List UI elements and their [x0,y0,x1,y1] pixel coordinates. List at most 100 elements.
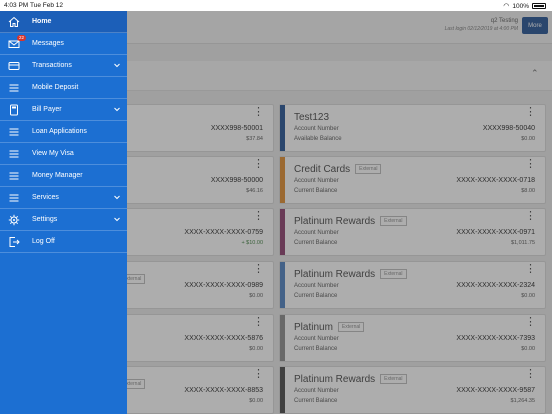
home-icon [8,16,20,27]
menu-item-label: Log Off [32,238,55,245]
account-number: XXXX-XXXX-XXXX-0718 [456,177,535,184]
menu-item-label: Services [32,194,59,201]
status-bar: 4:03 PM Tue Feb 12 ◠ 100% [0,0,552,11]
account-color-stripe [280,105,285,151]
navigation-drawer: Home 22 Messages Transactions Mobile Dep… [0,11,127,414]
account-name: Platinum Rewards External [294,216,407,227]
chevron-down-icon [114,195,120,200]
battery-percent: 100% [512,2,529,10]
menu-item-money-manager[interactable]: Money Manager [0,165,127,187]
account-name-text: Platinum [294,322,333,333]
more-options-icon[interactable]: ⋮ [525,263,536,275]
account-balance: $0.00 [521,293,535,299]
more-options-icon[interactable]: ⋮ [253,368,264,380]
account-color-stripe [280,367,285,413]
more-options-icon[interactable]: ⋮ [253,316,264,328]
account-name-text: Credit Cards [294,164,351,175]
account-name-text: Platinum Rewards [294,216,376,227]
credit-card-icon [8,62,20,70]
menu-item-mobile-deposit[interactable]: Mobile Deposit [0,77,127,99]
balance-label: Current Balance [294,293,338,299]
account-number: XXXX998-50040 [482,125,535,132]
list-icon [9,84,19,92]
more-options-icon[interactable]: ⋮ [525,158,536,170]
unread-count-badge: 22 [17,35,27,41]
more-options-icon[interactable]: ⋮ [525,210,536,222]
menu-item-label: View My Visa [32,150,74,157]
status-right: ◠ 100% [503,2,546,10]
account-number: XXXX-XXXX-XXXX-0989 [184,282,263,289]
balance-label: Current Balance [294,398,338,404]
account-number: XXXX-XXXX-XXXX-9587 [456,387,535,394]
account-card[interactable]: Credit Cards External Account Number Curr… [279,156,546,204]
account-number-label: Account Number [294,283,339,289]
account-number-label: Account Number [294,126,339,132]
menu-item-loan-applications[interactable]: Loan Applications [0,121,127,143]
account-number: XXXX-XXXX-XXXX-0971 [456,229,535,236]
menu-item-label: Loan Applications [32,128,87,135]
account-balance: $46.16 [246,188,263,194]
wifi-icon: ◠ [503,3,510,10]
account-name: Test123 [294,112,330,123]
logout-icon [9,237,20,247]
account-number: XXXX-XXXX-XXXX-7393 [456,335,535,342]
more-options-icon[interactable]: ⋮ [253,106,264,118]
external-badge: External [337,322,365,332]
account-name-text: Platinum Rewards [294,269,376,280]
more-options-icon[interactable]: ⋮ [525,316,536,328]
more-options-icon[interactable]: ⋮ [253,210,264,222]
status-date: Tue Feb 12 [30,2,64,9]
account-number: XXXX-XXXX-XXXX-0759 [184,229,263,236]
menu-item-settings[interactable]: Settings [0,209,127,231]
menu-item-bill-payer[interactable]: Bill Payer [0,99,127,121]
menu-item-label: Transactions [32,62,72,69]
account-color-stripe [280,209,285,255]
last-login: Last login 02/12/2019 at 4:00 PM [444,26,518,32]
menu-item-label: Mobile Deposit [32,84,79,91]
balance-label: Available Balance [294,136,342,142]
account-balance: + $10.00 [241,240,263,246]
account-card[interactable]: ⋮ XXXX-XXXX-XXXX-5876 $0.00 [100,314,274,362]
external-badge: External [355,164,382,174]
more-button[interactable]: More [522,17,548,34]
account-card[interactable]: Test123 Account Number Available Balance… [279,104,546,152]
menu-item-messages[interactable]: 22 Messages [0,33,127,55]
more-options-icon[interactable]: ⋮ [525,106,536,118]
menu-item-services[interactable]: Services [0,187,127,209]
account-card[interactable]: Platinum External Account Number Current … [279,314,546,362]
account-balance: $0.00 [249,293,263,299]
account-color-stripe [280,315,285,361]
gear-icon [8,214,20,226]
account-balance: $1,011.75 [510,240,535,246]
more-options-icon[interactable]: ⋮ [525,368,536,380]
list-icon [9,172,19,180]
more-options-icon[interactable]: ⋮ [253,158,264,170]
more-options-icon[interactable]: ⋮ [253,263,264,275]
account-balance: $0.00 [521,346,535,352]
account-number-label: Account Number [294,336,339,342]
account-name: Platinum Rewards External [294,269,407,280]
account-card[interactable]: ⋮ XXXX-XXXX-XXXX-0759 + $10.00 [100,208,274,256]
menu-item-transactions[interactable]: Transactions [0,55,127,77]
user-name: q2 Testing [490,18,518,24]
account-number: XXXX-XXXX-XXXX-2324 [456,282,535,289]
chevron-up-icon[interactable]: ⌃ [531,68,539,78]
account-number: XXXX-XXXX-XXXX-8853 [184,387,263,394]
list-icon [9,194,19,202]
menu-item-view-my-visa[interactable]: View My Visa [0,143,127,165]
account-name: Platinum Rewards External [294,374,407,385]
menu-item-label: Bill Payer [32,106,62,113]
menu-item-home[interactable]: Home [0,11,127,33]
account-card[interactable]: Platinum Rewards External Account Number … [279,208,546,256]
chevron-down-icon [114,107,120,112]
chevron-down-icon [114,63,120,68]
balance-label: Current Balance [294,240,338,246]
menu-item-label: Messages [32,40,64,47]
account-card[interactable]: ⋮ XXXX998-50000 $46.16 [100,156,274,204]
account-card[interactable]: Platinum Rewards External Account Number … [279,261,546,309]
account-card[interactable]: ⋮ XXXX998-50001 $37.84 [100,104,274,152]
menu-item-log-off[interactable]: Log Off [0,231,127,253]
account-card[interactable]: External ⋮ XXXX-XXXX-XXXX-0989 $0.00 [100,261,274,309]
mail-icon [8,40,20,48]
account-balance: $0.00 [249,346,263,352]
